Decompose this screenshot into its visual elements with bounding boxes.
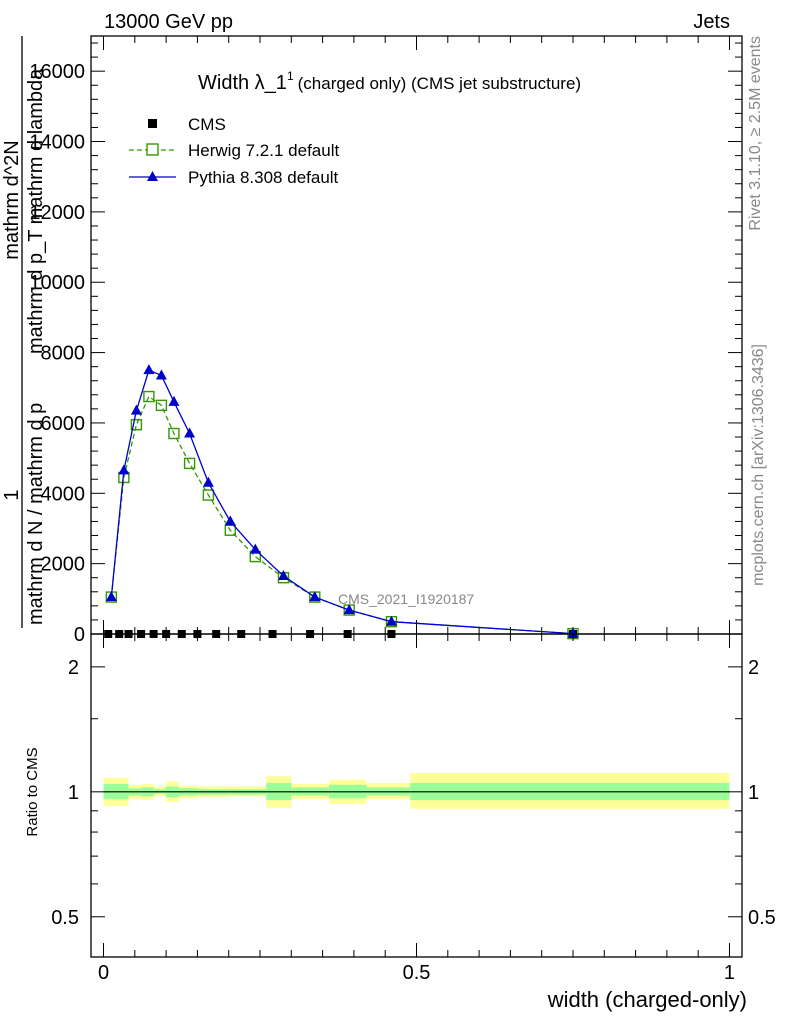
ratio-y-axis-label: Ratio to CMS xyxy=(24,747,41,836)
plot-title-main: Width λ_1 xyxy=(198,72,287,94)
data-point xyxy=(168,427,180,440)
legend-label: Pythia 8.308 default xyxy=(188,168,339,187)
legend-marker xyxy=(146,143,159,156)
ratio-plot: 0.5 0.5 1 1 2 2 0 0.5 1 xyxy=(51,633,776,984)
main-plot: 0 2000 4000 6000 8000 10000 12000 14000 16000 CMS… xyxy=(29,35,743,646)
ratio-y-tick-label-right: 0.5 xyxy=(748,907,776,929)
y-tick-label: 0 xyxy=(74,624,85,646)
ratio-y-tick-label: 0.5 xyxy=(51,907,79,929)
y-axis-label: 1 mathrm d^2N mathrm d N / mathrm d p ma… xyxy=(1,36,47,628)
y-axis-label-den1: mathrm d N / mathrm d p xyxy=(25,403,47,625)
data-point xyxy=(184,427,196,438)
data-point xyxy=(130,404,142,415)
x-tick-label: 1 xyxy=(724,962,735,984)
data-point xyxy=(118,464,130,475)
data-point xyxy=(143,390,155,403)
plot-title: Width λ_11 (charged only) (CMS jet substr… xyxy=(198,69,581,94)
y-axis-label-top: mathrm d^2N xyxy=(1,140,23,259)
legend-label: Herwig 7.2.1 default xyxy=(188,141,339,160)
analysis-label: CMS_2021_I1920187 xyxy=(338,591,474,607)
data-point xyxy=(249,543,261,554)
y-axis-label-top2: mathrm d p_T mathrm d lambda xyxy=(25,68,47,354)
data-point xyxy=(130,419,143,431)
header-left: 13000 GeV pp xyxy=(104,11,233,33)
y-tick-label: 10000 xyxy=(29,272,85,294)
mcplots-label: mcplots.cern.ch [arXiv:1306.3436] xyxy=(750,344,767,586)
y-axis-label-numerator: 1 xyxy=(1,489,23,500)
y-tick-label: 8000 xyxy=(41,343,86,365)
y-tick-label: 12000 xyxy=(29,202,85,224)
x-axis-label: width (charged-only) xyxy=(547,987,747,1012)
y-tick-label: 14000 xyxy=(29,132,85,154)
data-point xyxy=(343,604,355,615)
data-point xyxy=(202,476,214,487)
data-point xyxy=(155,399,168,412)
data-point xyxy=(309,591,321,602)
data-point xyxy=(224,515,236,526)
legend-marker xyxy=(147,171,158,181)
data-point xyxy=(168,395,180,406)
header-right: Jets xyxy=(693,11,730,33)
data-point xyxy=(385,615,397,626)
data-point xyxy=(143,364,155,375)
legend-label: CMS xyxy=(188,115,226,134)
series-pythia-8-308-default xyxy=(105,364,579,638)
ratio-y-tick-label: 2 xyxy=(68,657,79,679)
ratio-y-tick-label: 1 xyxy=(68,782,79,804)
data-point xyxy=(155,369,167,380)
legend-marker xyxy=(148,119,157,128)
x-tick-label: 0 xyxy=(98,962,109,984)
data-point xyxy=(567,627,579,638)
legend: CMS Herwig 7.2.1 default Pythia 8.308 defa… xyxy=(129,115,339,187)
x-tick-label: 0.5 xyxy=(403,962,431,984)
data-point xyxy=(202,489,215,501)
data-point xyxy=(183,457,196,470)
plot-title-sup: 1 xyxy=(287,69,294,83)
y-tick-label: 16000 xyxy=(29,61,85,83)
ratio-y-tick-label-right: 2 xyxy=(748,657,759,679)
y-tick-label: 6000 xyxy=(41,413,86,435)
ratio-y-tick-label-right: 1 xyxy=(748,782,759,804)
rivet-label: Rivet 3.1.10, ≥ 2.5M events xyxy=(747,36,764,231)
y-tick-label: 2000 xyxy=(41,554,86,576)
y-tick-label: 4000 xyxy=(41,483,86,505)
data-point xyxy=(277,569,289,580)
plot-title-rest: (charged only) (CMS jet substructure) xyxy=(298,74,581,93)
data-point xyxy=(105,591,117,602)
